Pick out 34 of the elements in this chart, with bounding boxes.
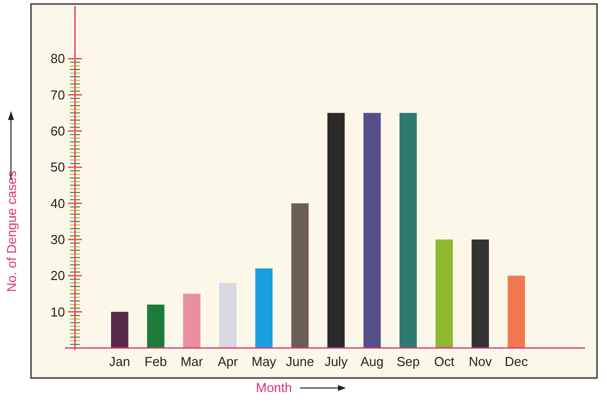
y-tick-label: 10 [50,304,65,320]
bar [472,239,489,348]
bar [183,294,200,348]
bar [508,276,525,348]
x-tick-label: Jan [109,354,130,369]
y-tick-label: 50 [50,160,65,175]
bar [219,282,237,348]
x-tick-label: Mar [180,354,204,369]
x-tick-label: June [286,354,314,369]
bar [111,312,128,348]
bar [327,112,345,348]
bar [255,268,273,348]
y-tick-label: 60 [50,124,65,139]
bar [291,203,309,348]
y-axis-title: No. of Dengue cases [4,170,19,292]
x-tick-label: Dec [504,354,528,369]
y-tick-label: 20 [50,268,65,284]
bar [147,304,164,348]
x-axis-title: Month [256,380,292,395]
x-tick-label: Feb [144,354,167,369]
x-tick-label: Sep [396,354,420,369]
y-tick-label: 80 [50,51,65,66]
x-tick-label: May [252,354,277,369]
y-tick-label: 70 [50,87,65,102]
x-tick-label: Aug [360,354,384,369]
y-tick-label: 30 [50,232,65,248]
y-tick-label: 40 [50,196,65,211]
bar [363,112,381,348]
x-tick-label: Oct [434,354,455,369]
bar [399,112,417,348]
x-tick-label: Nov [468,354,492,369]
bar [436,239,453,348]
x-tick-label: Apr [218,354,239,369]
x-tick-label: July [324,354,348,369]
